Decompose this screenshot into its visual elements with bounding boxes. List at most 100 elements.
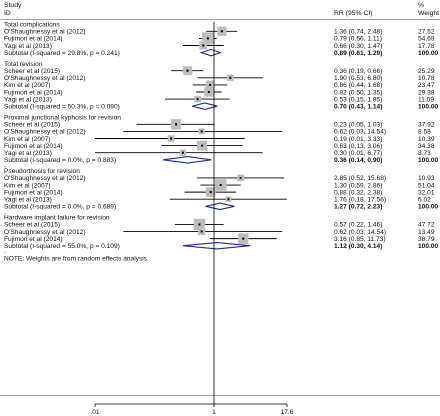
subtotal-diamond — [192, 102, 218, 110]
point-estimate — [201, 144, 204, 147]
effect-ci: 1.76 (0.18, 17.56) — [334, 197, 386, 204]
subtotal-weight: 100.00 — [418, 157, 439, 164]
study-label: Fujimori et al (2014) — [4, 189, 63, 196]
weight-value: 13.49 — [418, 229, 435, 236]
study-label: Fujimori et al (2014) — [4, 236, 63, 243]
weight-value: 6.02 — [418, 197, 431, 204]
subtotal-weight: 100.00 — [418, 243, 439, 250]
effect-ci: 0.82 (0.50, 1.35) — [334, 89, 382, 96]
weight-value: 47.72 — [418, 222, 435, 229]
study-label: Scheer et al (2015) — [4, 222, 60, 229]
study-label: Fujimori et al (2014) — [4, 89, 63, 96]
point-estimate — [200, 230, 203, 233]
study-label: O'Shaughnessy et al (2012) — [4, 175, 86, 182]
study-label: Fujimori et al (2014) — [4, 36, 63, 43]
effect-ci: 2.85 (0.52, 15.68) — [334, 175, 386, 182]
effect-ci: 0.79 (0.56, 1.11) — [334, 36, 382, 43]
subtotal-weight: 100.00 — [418, 204, 439, 211]
header-weight: Weight — [418, 10, 439, 17]
subtotal-label: Subtotal (I-squared = 55.0%, p = 0.109) — [4, 243, 120, 250]
study-label: O'Shaughnessy et al (2012) — [4, 129, 86, 136]
study-label: Yagi et al (2013) — [4, 96, 52, 103]
point-estimate — [219, 184, 222, 187]
group-title: Pseudorthosis for revision — [4, 168, 80, 175]
point-estimate — [198, 223, 201, 226]
header-percent: % — [418, 2, 424, 9]
effect-ci: 0.88 (0.32, 2.38) — [334, 189, 382, 196]
effect-ci: 0.30 (0.01, 6.77) — [334, 150, 382, 157]
study-label: Kim et al (2007) — [4, 82, 51, 89]
weight-value: 8.58 — [418, 129, 431, 136]
effect-ci: 3.16 (0.85, 11.73) — [334, 236, 386, 243]
weight-value: 17.78 — [418, 43, 435, 50]
point-estimate — [220, 30, 223, 33]
effect-ci: 0.36 (0.19, 0.66) — [334, 68, 382, 75]
point-estimate — [209, 191, 212, 194]
effect-ci: 0.63 (0.13, 3.06) — [334, 143, 382, 150]
x-tick-label: .01 — [90, 409, 99, 416]
x-tick-label: 17.6 — [281, 409, 294, 416]
subtotal-weight: 100.00 — [418, 50, 439, 57]
study-label: O'Shaughnessy et al (2012) — [4, 29, 86, 36]
point-estimate — [202, 44, 205, 47]
weight-value: 38.79 — [418, 236, 435, 243]
study-label: Yagi et al (2013) — [4, 43, 52, 50]
x-tick-label: 1 — [212, 409, 216, 416]
group-separator: . — [4, 162, 6, 169]
group-separator: . — [4, 248, 6, 255]
point-estimate — [239, 176, 242, 179]
point-estimate — [186, 69, 189, 72]
study-label: O'Shaughnessy et al (2012) — [4, 229, 86, 236]
weight-value: 10.93 — [418, 175, 435, 182]
group-title: Hardware implant failure for revision — [4, 215, 110, 222]
group-title: Total complications — [4, 22, 60, 29]
weight-value: 8.73 — [418, 150, 431, 157]
point-estimate — [206, 37, 209, 40]
subtotal-ci: 0.89 (0.61, 1.29) — [334, 50, 382, 57]
study-label: Kim et al (2007) — [4, 182, 51, 189]
point-estimate — [209, 83, 212, 86]
point-estimate — [196, 98, 199, 101]
effect-ci: 0.66 (0.30, 1.47) — [334, 43, 382, 50]
weight-value: 25.29 — [418, 68, 435, 75]
weight-value: 23.47 — [418, 82, 435, 89]
study-label: Scheer et al (2015) — [4, 68, 60, 75]
effect-ci: 0.57 (0.22, 1.46) — [334, 222, 382, 229]
group-separator: . — [4, 55, 6, 62]
subtotal-diamond — [205, 202, 235, 211]
group-title: Total revision — [4, 61, 43, 68]
subtotal-diamond — [163, 156, 212, 164]
point-estimate — [170, 137, 173, 140]
header-study: Study — [4, 2, 22, 9]
effect-ci: 0.62 (0.03, 14.54) — [334, 129, 386, 136]
weight-value: 10.39 — [418, 136, 435, 143]
x-axis: .01 1 17.6 — [0, 22, 440, 416]
weight-value: 34.38 — [418, 143, 435, 150]
effect-ci: 0.19 (0.01, 3.33) — [334, 136, 382, 143]
subtotal-ci: 1.27 (0.72, 2.23) — [334, 204, 382, 211]
study-label: Fujimori et al (2014) — [4, 143, 63, 150]
subtotal-diamond — [199, 48, 223, 57]
subtotal-ci: 1.12 (0.30, 4.14) — [334, 243, 382, 250]
point-estimate — [175, 123, 178, 126]
point-estimate — [207, 91, 210, 94]
effect-ci: 0.53 (0.15, 1.85) — [334, 96, 382, 103]
study-label: Yagi et al (2013) — [4, 197, 52, 204]
subtotal-ci: 0.70 (0.43, 1.14) — [334, 104, 382, 111]
study-label: Yagi et al (2013) — [4, 150, 52, 157]
weight-value: 11.09 — [418, 96, 434, 103]
subtotal-label: Subtotal (I-squared = 0.0%, p = 0.883) — [4, 157, 116, 164]
effect-ci: 1.36 (0.74, 2.48) — [334, 29, 382, 36]
footnote: NOTE: Weights are from random effects an… — [4, 256, 148, 263]
effect-ci: 0.23 (0.05, 1.03) — [334, 122, 382, 129]
weight-value: 54.69 — [418, 36, 435, 43]
header-id: ID — [4, 10, 11, 17]
subtotal-label: Subtotal (I-squared = 0.0%, p = 0.689) — [4, 204, 116, 211]
effect-ci: 1.90 (0.53, 6.80) — [334, 75, 382, 82]
point-estimate — [227, 198, 230, 201]
weight-value: 51.04 — [418, 182, 435, 189]
subtotal-weight: 100.00 — [418, 104, 439, 111]
subtotal-diamond — [182, 241, 251, 250]
